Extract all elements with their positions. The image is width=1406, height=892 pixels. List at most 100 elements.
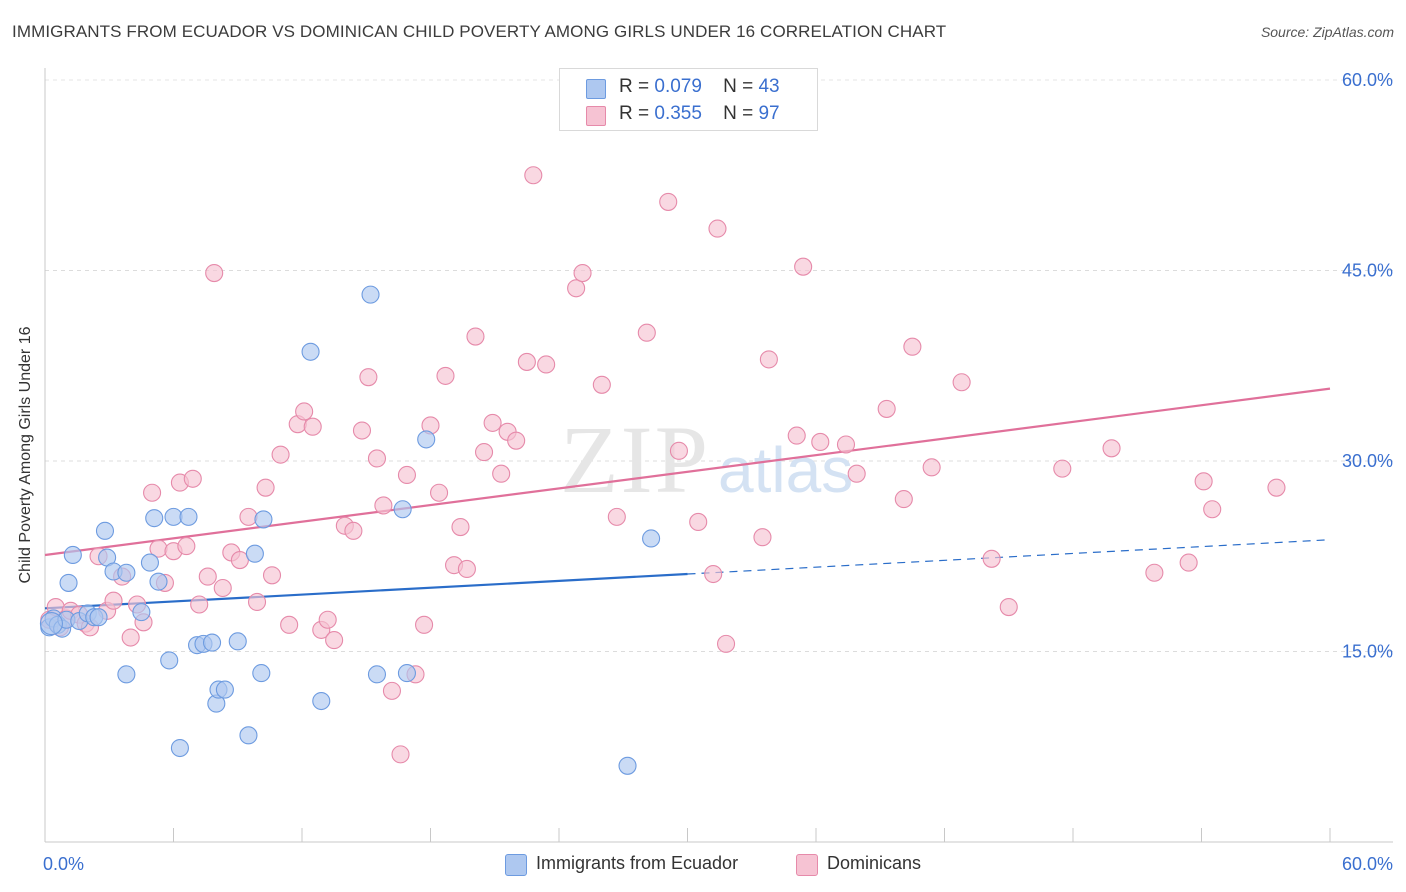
dominican-point (567, 279, 586, 298)
dominican-point (415, 615, 434, 634)
dominican-point (352, 421, 372, 440)
tick-labels: 15.0% 30.0% 45.0% 60.0% 0.0% 60.0% (43, 70, 1393, 874)
dominican-point (903, 337, 922, 356)
ecuador-point (367, 665, 387, 684)
ecuador-point (301, 342, 320, 361)
x-tick-label: 60.0% (1342, 854, 1393, 874)
dominican-point (143, 483, 162, 502)
dominican-point (787, 426, 806, 445)
dominican-point (1102, 439, 1121, 458)
dominican-point (573, 263, 592, 283)
dominican-point (247, 592, 267, 612)
ecuador-point (59, 573, 78, 592)
dominican-point (659, 192, 678, 211)
data-points (39, 166, 1286, 775)
axes (44, 68, 1393, 843)
dominican-point (262, 566, 282, 585)
ecuador-point (312, 691, 331, 711)
y-tick-label: 30.0% (1342, 451, 1393, 471)
ecuador-point (397, 664, 416, 683)
dominican-point (637, 323, 656, 342)
ecuador-point (63, 545, 82, 565)
y-axis-label: Child Poverty Among Girls Under 16 (17, 326, 34, 584)
ecuador-point (393, 500, 412, 519)
dominican-point (382, 681, 402, 700)
dominican-point (607, 507, 626, 526)
ecuador-point (239, 726, 258, 745)
dominican-point (367, 449, 387, 468)
dominican-point (271, 445, 290, 464)
dominican-point (517, 352, 536, 371)
dominican-point (811, 432, 830, 452)
y-tick-label: 60.0% (1342, 70, 1393, 90)
ecuador-point (132, 603, 151, 622)
dominican-point (436, 366, 455, 385)
dominican-point (592, 375, 611, 394)
stats-text: R = 0.079 N = 43 (619, 76, 780, 98)
ecuador-point (618, 756, 637, 775)
dominican-point (753, 528, 772, 547)
dominican-point (190, 595, 209, 614)
ecuador-point (215, 680, 234, 699)
ecuador-point (149, 572, 168, 591)
watermark-zip: ZIP (560, 406, 710, 513)
dominican-point (177, 537, 196, 556)
dominican-point (474, 443, 494, 462)
n-label: N = (723, 103, 754, 124)
dominican-point (922, 458, 941, 477)
r-value: 0.079 (654, 76, 702, 97)
n-label: N = (723, 76, 754, 97)
dominican-point (213, 578, 232, 598)
chart-title: IMMIGRANTS FROM ECUADOR VS DOMINICAN CHI… (12, 22, 947, 41)
ecuador-point (203, 633, 222, 652)
dominican-point (1267, 478, 1286, 497)
dominican-point (344, 521, 363, 540)
dominican-point (230, 551, 249, 570)
dominican-point (524, 166, 543, 185)
ecuador-point (39, 612, 63, 636)
dominican-point (952, 373, 971, 392)
n-value: 43 (758, 76, 780, 97)
r-value: 0.355 (654, 103, 702, 124)
ecuador-point (179, 507, 198, 526)
dominican-point (121, 628, 140, 647)
dominican-point (1194, 472, 1213, 491)
dominican-point (894, 490, 913, 509)
legend-label: Immigrants from Ecuador (536, 853, 739, 873)
dominican-point (104, 591, 123, 610)
dominican-point (430, 483, 449, 502)
x-tick-label: 0.0% (43, 854, 84, 874)
dominican-point (359, 368, 378, 387)
dominican-point (507, 431, 526, 450)
dominican-point (689, 512, 708, 532)
watermark: ZIP atlas (560, 406, 853, 513)
n-value: 97 (758, 103, 780, 124)
ecuador-swatch (505, 854, 527, 876)
dominican-point (280, 615, 299, 634)
ecuador-point (170, 738, 189, 758)
dominican-point (374, 496, 393, 515)
dominican-point (466, 327, 485, 346)
ecuador-point (117, 665, 136, 684)
dominican-point (1179, 553, 1198, 572)
ecuador-point (642, 529, 661, 548)
dominican-point (982, 549, 1001, 568)
ecuador-point (252, 664, 271, 683)
dominican-point (256, 478, 275, 497)
ecuador-point (417, 430, 436, 449)
dominican-point (295, 402, 314, 421)
ecuador-trend-extension (687, 539, 1331, 575)
dominican-point (794, 257, 813, 276)
dominican-point (836, 435, 856, 454)
ecuador-point (228, 632, 247, 651)
y-tick-label: 15.0% (1342, 642, 1393, 662)
ecuador-point (145, 509, 164, 528)
dominican-point (391, 745, 410, 764)
dominican-point (483, 413, 502, 432)
dominican-swatch (796, 854, 818, 876)
dominican-point (759, 350, 778, 369)
source-label: Source: ZipAtlas.com (1260, 24, 1394, 40)
dominican-point (451, 517, 470, 537)
legend-label: Dominicans (827, 853, 922, 873)
